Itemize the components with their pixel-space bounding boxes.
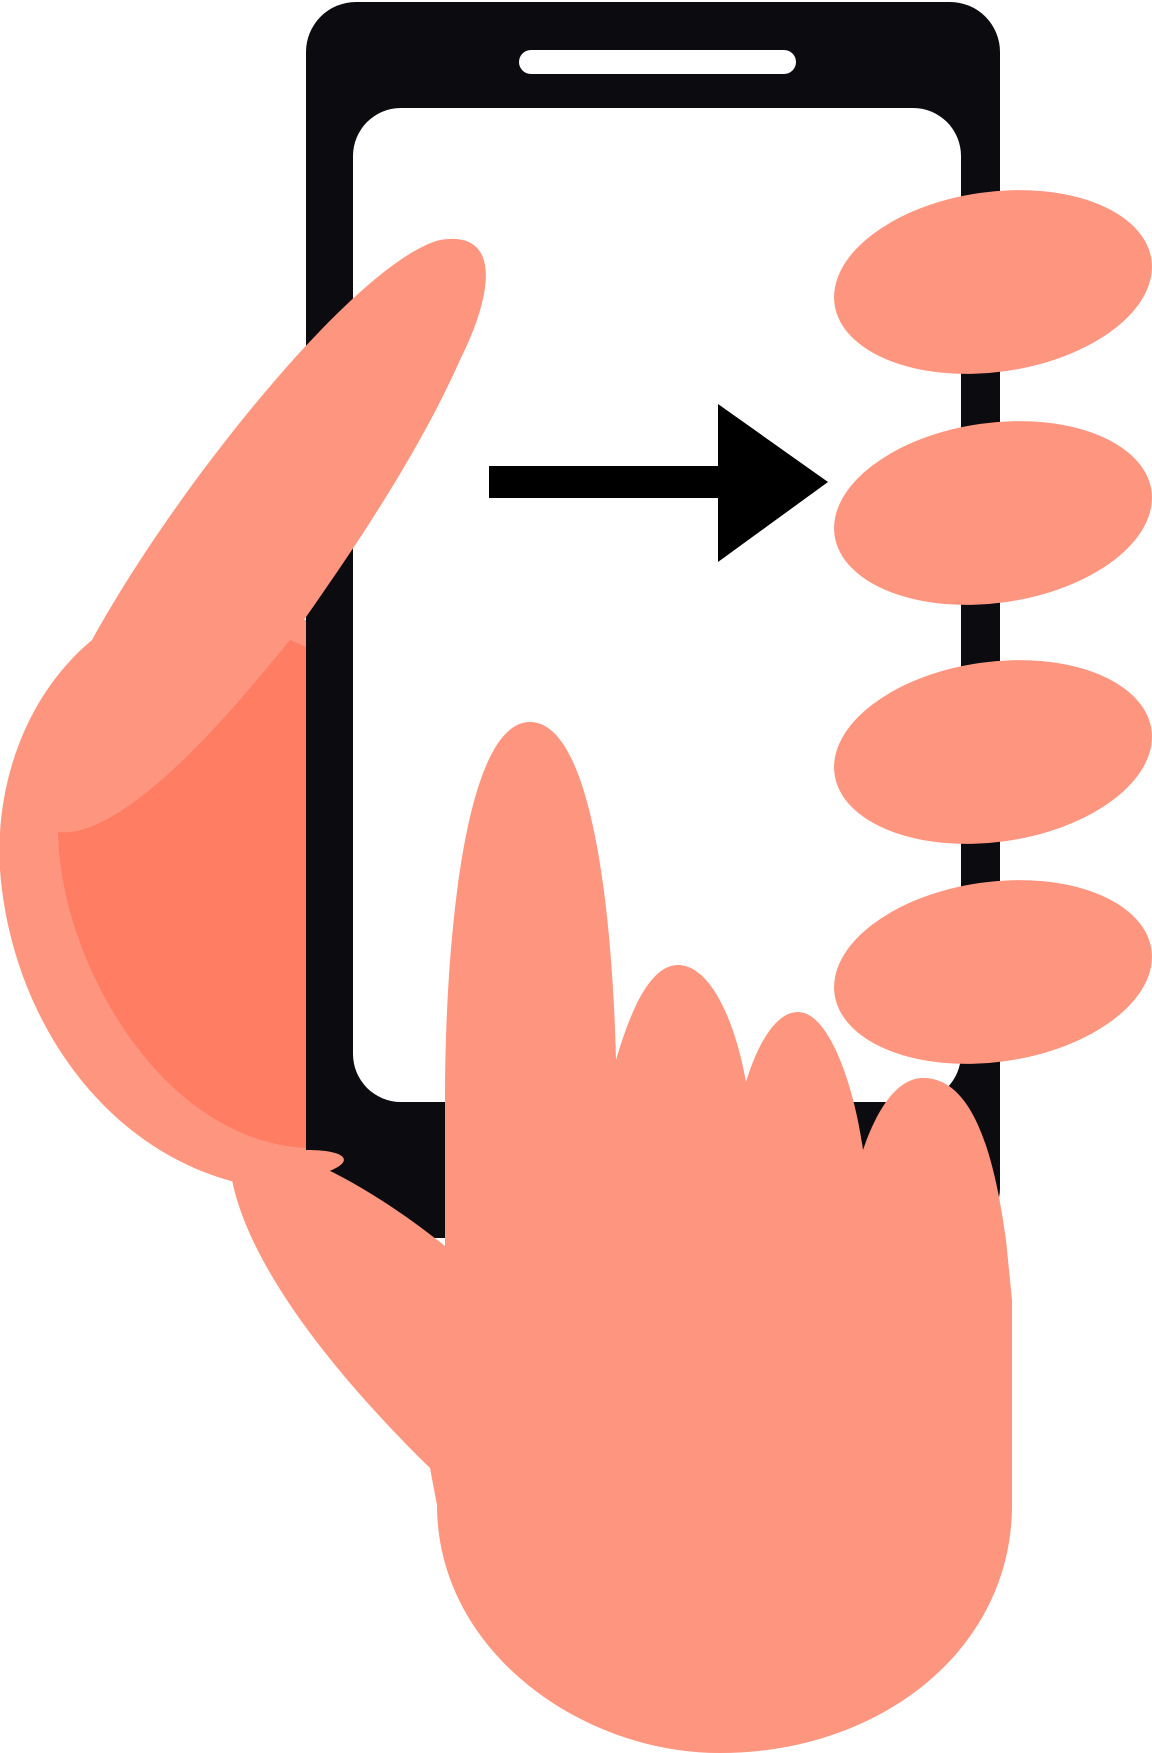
arrow-shaft: [489, 466, 721, 498]
hand-holding-phone-icon: [0, 238, 486, 1183]
thumb: [51, 238, 486, 833]
pointing-finger-icon: [232, 722, 1012, 1753]
fingertip-1: [834, 190, 1152, 374]
fingertip-4: [834, 880, 1152, 1064]
gripping-fingers: [834, 190, 1152, 1064]
fingertip-2: [834, 421, 1152, 605]
arrow-right-icon: [489, 404, 828, 562]
arrow-head: [718, 404, 828, 562]
pointer-hand: [232, 722, 1012, 1753]
fingertip-3: [834, 660, 1152, 844]
palm-shadow: [58, 640, 306, 1148]
phone-speaker: [519, 50, 796, 74]
